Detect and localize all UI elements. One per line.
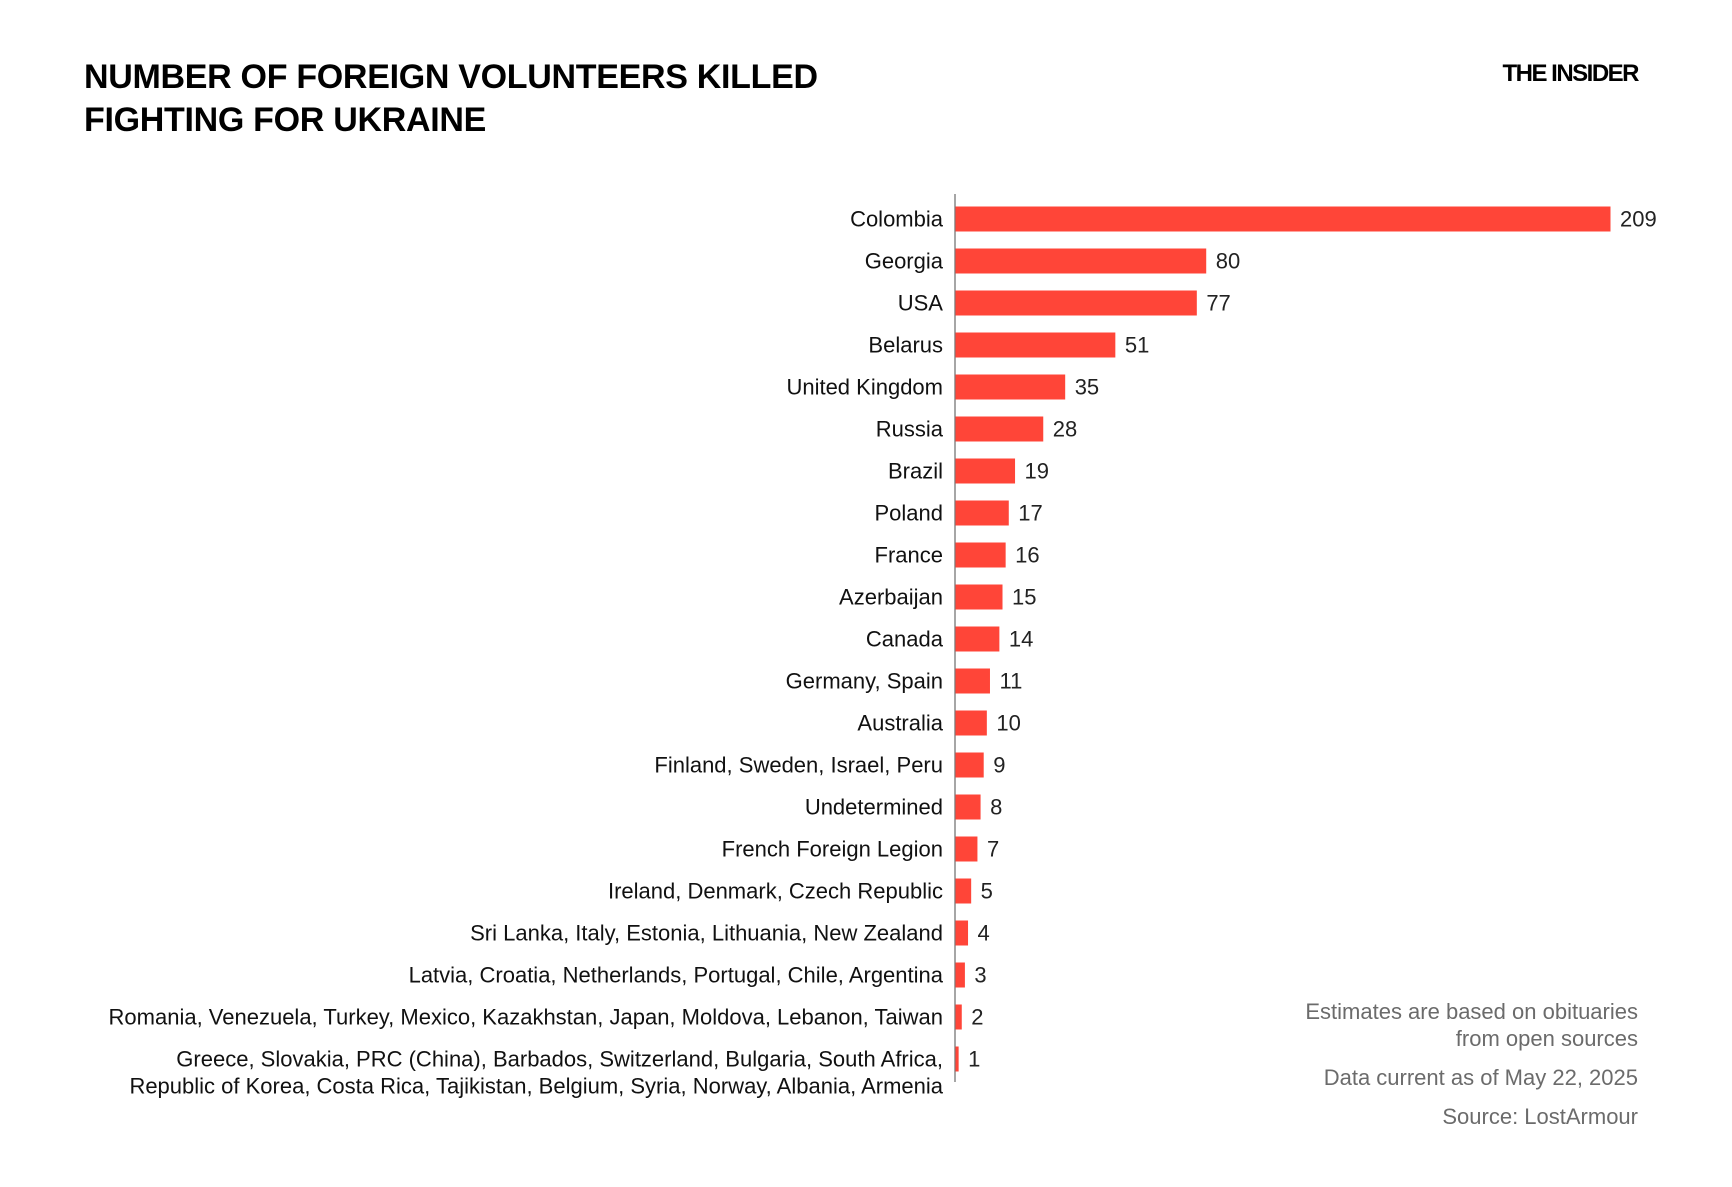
category-label: Azerbaijan [839, 585, 943, 610]
bar [955, 668, 990, 694]
title-line-1: NUMBER OF FOREIGN VOLUNTEERS KILLED [84, 58, 818, 96]
category-label: French Foreign Legion [722, 837, 943, 862]
category-label: Undetermined [805, 795, 943, 820]
source-note: Source: LostArmour [1442, 1104, 1638, 1129]
bar [955, 374, 1066, 400]
bar [955, 458, 1016, 484]
data-label: 19 [1025, 459, 1049, 484]
bar [955, 416, 1044, 442]
data-label: 16 [1015, 543, 1039, 568]
data-label: 5 [981, 879, 993, 904]
data-label: 9 [993, 753, 1005, 778]
category-label: Latvia, Croatia, Netherlands, Portugal, … [409, 963, 944, 988]
bar [955, 500, 1009, 526]
data-label: 3 [974, 963, 986, 988]
data-label: 28 [1053, 417, 1077, 442]
category-label: Finland, Sweden, Israel, Peru [654, 753, 943, 778]
bar [955, 794, 981, 820]
data-label: 14 [1009, 627, 1033, 652]
data-label: 77 [1206, 291, 1230, 316]
bar [955, 710, 987, 736]
data-date: Data current as of May 22, 2025 [1323, 1065, 1638, 1090]
category-label: Greece, Slovakia, PRC (China), Barbados,… [176, 1047, 943, 1072]
bar [955, 962, 965, 988]
bar [955, 542, 1006, 568]
chart-title: NUMBER OF FOREIGN VOLUNTEERS KILLED FIGH… [84, 56, 818, 142]
data-label: 10 [996, 711, 1020, 736]
estimates-note: Estimates are based on obituaries from o… [1305, 999, 1638, 1051]
bar [955, 1004, 962, 1030]
data-label: 2 [971, 1005, 983, 1030]
category-label: Georgia [865, 249, 944, 274]
bar [955, 290, 1197, 316]
category-label: Romania, Venezuela, Turkey, Mexico, Kaza… [109, 1005, 943, 1030]
bar [955, 248, 1207, 274]
data-label: 4 [978, 921, 990, 946]
category-label: Canada [866, 627, 944, 652]
bar [955, 1046, 959, 1072]
bar [955, 920, 969, 946]
category-label: Sri Lanka, Italy, Estonia, Lithuania, Ne… [470, 921, 943, 946]
category-label: USA [898, 291, 944, 316]
data-label: 1 [968, 1047, 980, 1072]
data-label: 35 [1075, 375, 1099, 400]
data-label: 15 [1012, 585, 1036, 610]
category-label: Poland [874, 501, 943, 526]
category-label: Belarus [868, 333, 943, 358]
category-label: France [875, 543, 943, 568]
data-label: 11 [999, 669, 1022, 694]
bar [955, 626, 1000, 652]
bar [955, 332, 1116, 358]
data-label: 209 [1620, 207, 1657, 232]
footer-notes: Estimates are based on obituaries from o… [1305, 998, 1638, 1142]
title-line-2: FIGHTING FOR UKRAINE [84, 101, 486, 139]
bar [955, 878, 972, 904]
data-label: 17 [1018, 501, 1042, 526]
category-label: Germany, Spain [786, 669, 943, 694]
data-label: 80 [1216, 249, 1240, 274]
data-label: 7 [987, 837, 999, 862]
bar [955, 836, 978, 862]
category-label: United Kingdom [786, 375, 943, 400]
category-label: Republic of Korea, Costa Rica, Tajikista… [129, 1074, 943, 1099]
category-label: Ireland, Denmark, Czech Republic [608, 879, 943, 904]
category-label: Russia [876, 417, 944, 442]
data-label: 51 [1125, 333, 1149, 358]
category-label: Brazil [888, 459, 943, 484]
category-label: Australia [857, 711, 943, 736]
bar [955, 584, 1003, 610]
data-label: 8 [990, 795, 1002, 820]
bar [955, 206, 1611, 232]
bar [955, 752, 984, 778]
the-insider-logo: THE INSIDER [1502, 60, 1639, 87]
category-label: Colombia [850, 207, 944, 232]
